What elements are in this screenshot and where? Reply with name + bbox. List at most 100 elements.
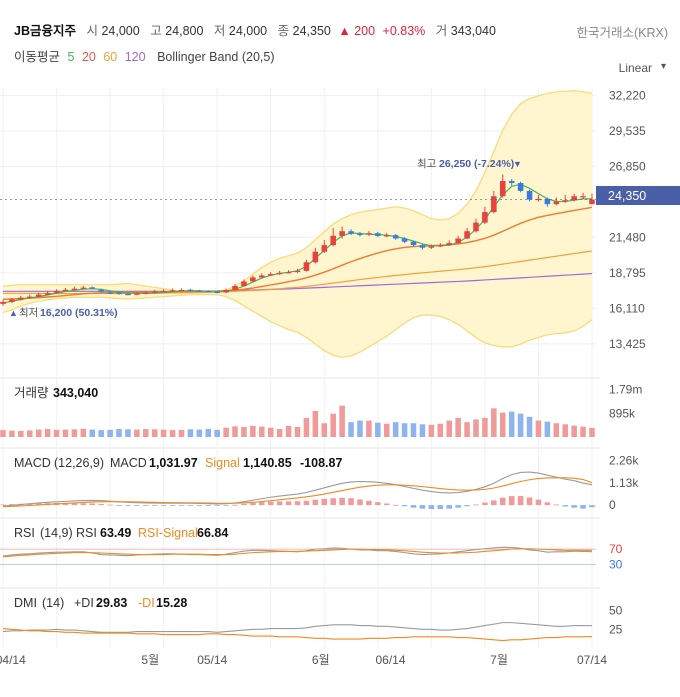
volume-bar bbox=[553, 423, 560, 437]
max-label: 최고 bbox=[417, 158, 437, 170]
mdi-value: 15.28 bbox=[156, 596, 187, 610]
x-tick-label: 6월 bbox=[312, 653, 330, 667]
volume-bar bbox=[428, 424, 435, 437]
candle-body bbox=[35, 294, 42, 297]
volume-bar bbox=[151, 429, 158, 437]
candle-body bbox=[80, 287, 87, 289]
volume-bar bbox=[508, 411, 515, 437]
candle-body bbox=[339, 231, 345, 236]
macd-histogram-bar bbox=[401, 505, 408, 507]
macd-histogram-bar bbox=[366, 500, 372, 506]
candle-body bbox=[526, 190, 533, 200]
chevron-down-icon[interactable]: ▾ bbox=[660, 61, 666, 72]
bollinger-lower-line bbox=[2, 293, 593, 359]
candle-body bbox=[187, 289, 194, 291]
candle-body bbox=[18, 297, 24, 300]
x-tick-label: 7월 bbox=[490, 653, 508, 667]
candle-body bbox=[89, 287, 96, 289]
candle-body bbox=[437, 245, 444, 247]
candle-body bbox=[535, 198, 542, 201]
macd-histogram-bar bbox=[473, 504, 479, 506]
volume-bar bbox=[455, 417, 461, 437]
candle-body bbox=[321, 245, 328, 252]
candle-body bbox=[366, 233, 372, 235]
ma20-line bbox=[2, 206, 593, 300]
low-value: 24,000 bbox=[228, 24, 268, 38]
mdi-line bbox=[2, 628, 593, 642]
macd-histogram-bar bbox=[143, 505, 149, 506]
rsi-signal-label: RSI-Signal bbox=[138, 526, 198, 540]
volume-value-label: 343,040 bbox=[53, 386, 98, 400]
volume-bar bbox=[348, 422, 354, 437]
candle-body bbox=[62, 289, 69, 292]
rsi-tick-30: 30 bbox=[609, 558, 623, 572]
rsi-signal-line bbox=[2, 548, 593, 558]
price-header: JB금융지주 시 24,000 고 24,800 저 24,000 종 24,3… bbox=[14, 20, 496, 39]
macd-histogram-bar bbox=[116, 505, 122, 506]
volume-bar bbox=[143, 429, 149, 437]
macd-histogram-bar bbox=[160, 505, 167, 506]
candle-body bbox=[499, 181, 506, 197]
macd-histogram-bar bbox=[9, 504, 15, 506]
macd-histogram-bar bbox=[499, 497, 506, 506]
volume-bar bbox=[250, 425, 256, 437]
volume-bar bbox=[321, 423, 328, 437]
scale-mode-select[interactable]: Linear bbox=[618, 61, 652, 75]
open-label: 시 bbox=[86, 24, 98, 38]
price-tick-label: 18,795 bbox=[609, 266, 646, 280]
macd-histogram-bar bbox=[464, 505, 470, 507]
dmi-params: (14) bbox=[42, 596, 64, 610]
volume-bar bbox=[125, 429, 131, 437]
macd-histogram-bar bbox=[482, 502, 488, 506]
candle-body bbox=[53, 291, 60, 293]
price-tick-label: 29,535 bbox=[609, 124, 646, 138]
max-value: 26,250 (-7.24%) bbox=[439, 158, 514, 170]
volume-bar bbox=[169, 430, 176, 437]
candle-body bbox=[446, 243, 452, 246]
pdi-line bbox=[2, 622, 593, 633]
high-label: 고 bbox=[150, 24, 162, 38]
candle-body bbox=[410, 241, 417, 246]
macd-histogram-bar bbox=[446, 505, 452, 509]
dmi-title: DMI bbox=[14, 596, 37, 610]
macd-value: 1,031.97 bbox=[149, 456, 198, 470]
macd-signal-line bbox=[2, 477, 593, 508]
volume-bar bbox=[205, 429, 212, 437]
volume-bar bbox=[517, 413, 524, 437]
moving-average-label[interactable]: 이동평균 bbox=[14, 50, 61, 64]
close-value: 24,350 bbox=[292, 24, 331, 38]
min-marker-icon: ▲ bbox=[9, 308, 18, 318]
macd-title: MACD bbox=[14, 456, 51, 470]
macd-histogram-bar bbox=[544, 502, 551, 506]
x-tick-label: 06/14 bbox=[375, 653, 405, 667]
volume-bar bbox=[330, 413, 336, 437]
volume-bar bbox=[35, 429, 42, 437]
candle-body bbox=[250, 277, 256, 282]
candle-body bbox=[383, 235, 390, 237]
stock-name[interactable]: JB금융지주 bbox=[14, 24, 76, 38]
price-tick-label: 32,220 bbox=[609, 89, 646, 103]
volume-bar bbox=[482, 417, 488, 437]
candle-body bbox=[44, 292, 51, 295]
macd-histogram-bar bbox=[62, 503, 69, 506]
candle-body bbox=[223, 290, 229, 293]
volume-bar bbox=[44, 429, 51, 437]
candle-body bbox=[348, 231, 354, 234]
volume-bar bbox=[223, 427, 229, 437]
volume-bar bbox=[437, 423, 444, 437]
volume-bar bbox=[214, 429, 220, 437]
candle-body bbox=[9, 299, 15, 302]
macd-histogram-bar bbox=[348, 498, 354, 506]
macd-histogram-bar bbox=[125, 505, 131, 506]
macd-histogram-bar bbox=[517, 496, 524, 506]
bollinger-label[interactable]: Bollinger Band (20,5) bbox=[157, 50, 275, 64]
macd-histogram-bar bbox=[250, 502, 256, 506]
change-pct: +0.83% bbox=[382, 24, 426, 38]
candle-body bbox=[419, 245, 426, 248]
candle-body bbox=[107, 292, 113, 294]
candle-body bbox=[241, 281, 247, 287]
candle-body bbox=[375, 233, 381, 236]
candle-body bbox=[553, 201, 560, 205]
macd-histogram-bar bbox=[553, 504, 560, 506]
